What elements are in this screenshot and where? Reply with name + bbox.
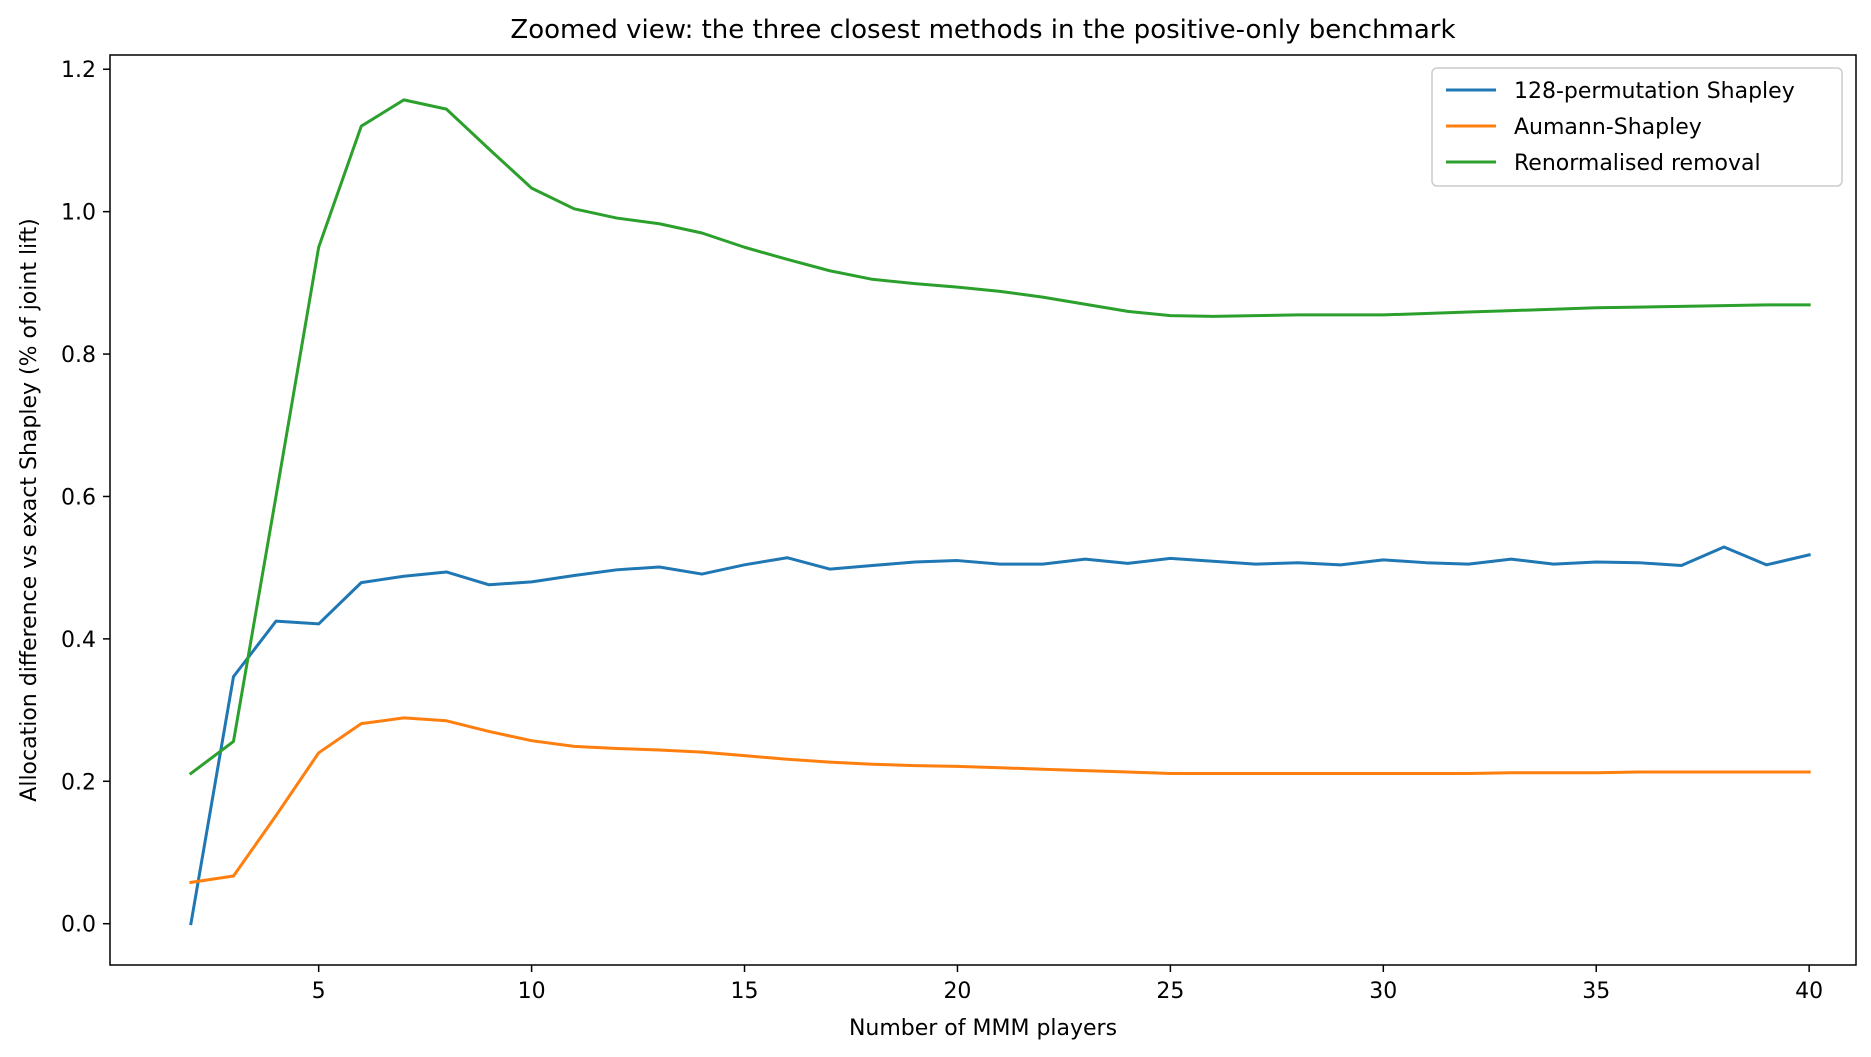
y-tick-label: 0.8 <box>61 343 96 368</box>
series-line-aumann-shapley <box>189 716 1811 885</box>
legend-label-aumann-shapley: Aumann-Shapley <box>1514 115 1702 140</box>
series-line-128-permutation-shapley <box>189 545 1811 926</box>
y-tick-label: 1.2 <box>61 58 96 83</box>
chart-title: Zoomed view: the three closest methods i… <box>510 15 1455 45</box>
x-tick-label: 30 <box>1369 979 1397 1004</box>
legend-entries: 128-permutation Shapley Aumann-Shapley Ren… <box>1446 79 1795 176</box>
y-tick-label: 1.0 <box>61 201 96 226</box>
y-axis-label: Allocation difference vs exact Shapley (… <box>17 218 42 801</box>
y-axis: 0.0 0.2 0.4 0.6 0.8 1.0 1.2 <box>61 58 110 938</box>
x-tick-label: 25 <box>1156 979 1184 1004</box>
y-tick-label: 0.6 <box>61 485 96 510</box>
legend-label-renormalised-removal: Renormalised removal <box>1514 151 1761 176</box>
x-axis: 5 10 15 20 25 30 35 40 <box>312 965 1823 1004</box>
plot-area <box>109 54 1857 966</box>
y-tick-label: 0.2 <box>61 770 96 795</box>
x-tick-label: 20 <box>943 979 971 1004</box>
y-tick-label: 0.4 <box>61 628 96 653</box>
x-tick-label: 15 <box>731 979 759 1004</box>
x-tick-label: 35 <box>1582 979 1610 1004</box>
legend: 128-permutation Shapley Aumann-Shapley Ren… <box>1431 67 1843 187</box>
x-tick-label: 40 <box>1795 979 1823 1004</box>
x-tick-label: 10 <box>518 979 546 1004</box>
x-tick-label: 5 <box>312 979 326 1004</box>
legend-label-128-permutation-shapley: 128-permutation Shapley <box>1514 79 1795 104</box>
series-layer <box>188 98 1811 926</box>
series-line-renormalised-removal <box>188 98 1811 776</box>
legend-box <box>1431 67 1843 187</box>
plot-frame <box>109 54 1857 966</box>
x-axis-label: Number of MMM players <box>849 1016 1117 1041</box>
y-tick-label: 0.0 <box>61 913 96 938</box>
